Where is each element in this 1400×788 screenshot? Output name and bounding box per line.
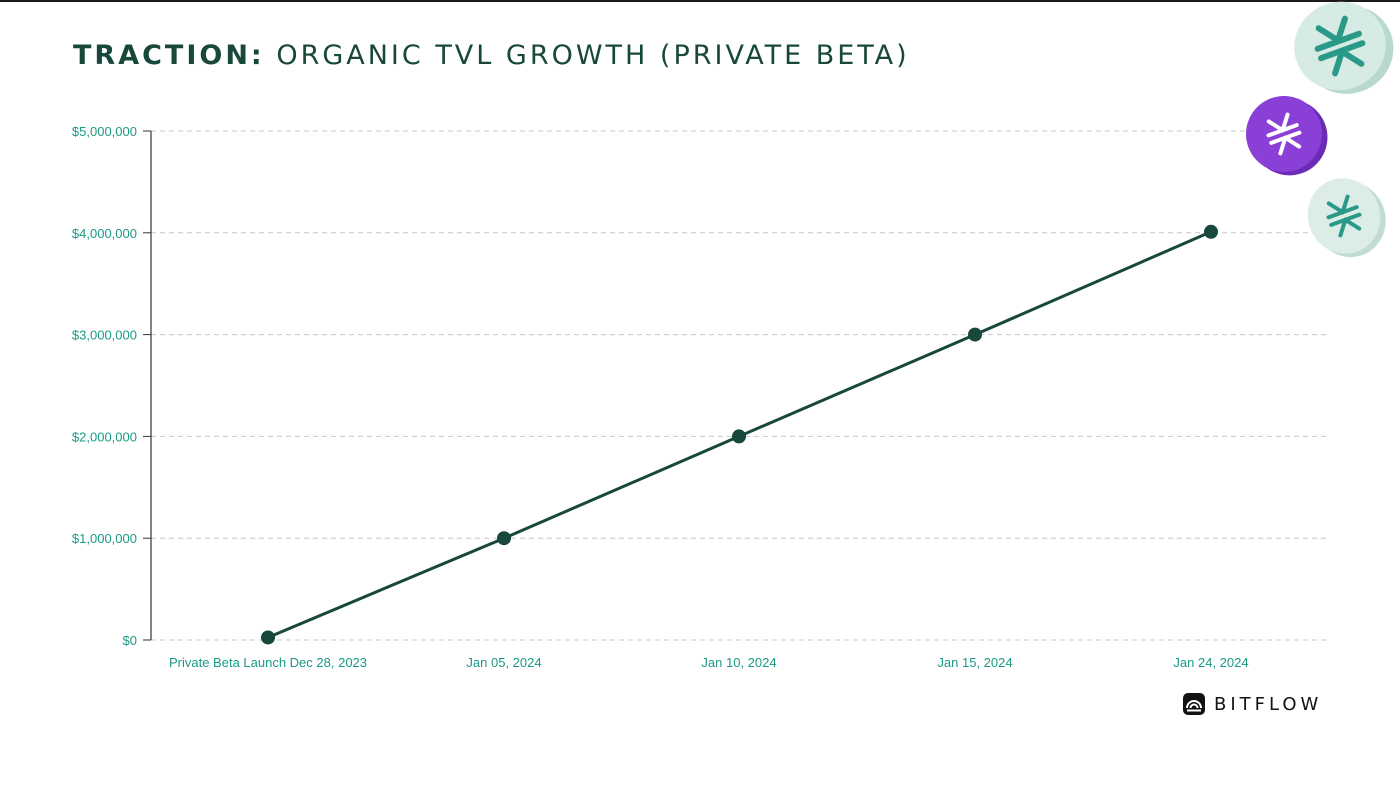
bitflow-logo-icon: [1183, 693, 1205, 715]
data-point: [968, 327, 982, 342]
data-point: [732, 429, 746, 444]
x-tick-labels: Private Beta Launch Dec 28, 2023 Jan 05, …: [169, 655, 1249, 670]
y-tick-labels: $0 $1,000,000 $2,000,000 $3,000,000 $4,000,0…: [72, 124, 137, 648]
data-points: [261, 224, 1218, 645]
data-point: [497, 531, 511, 546]
title-bold: TRACTION:: [73, 40, 265, 71]
y-tick-label: $5,000,000: [72, 124, 137, 139]
y-tick-label: $2,000,000: [72, 429, 137, 444]
stacks-coin-icon-mint: [1294, 1, 1394, 94]
top-border: [0, 0, 1400, 2]
brand-logo: BITFLOW: [1182, 692, 1322, 716]
x-tick-label: Private Beta Launch Dec 28, 2023: [169, 655, 367, 670]
page-title: TRACTION: ORGANIC TVL GROWTH (PRIVATE BE…: [73, 40, 910, 71]
y-tick-label: $1,000,000: [72, 531, 137, 546]
x-tick-label: Jan 24, 2024: [1173, 655, 1248, 670]
data-point: [261, 630, 275, 645]
brand-name: BITFLOW: [1214, 693, 1323, 715]
stacks-coin-icon-purple: [1246, 96, 1328, 176]
stacks-coin-icon-mint-small: [1307, 178, 1386, 258]
x-tick-label: Jan 10, 2024: [701, 655, 776, 670]
x-tick-label: Jan 15, 2024: [937, 655, 1012, 670]
y-tick-label: $3,000,000: [72, 328, 137, 343]
y-tick-label: $0: [123, 633, 137, 648]
grid-lines: [143, 130, 1328, 641]
x-tick-label: Jan 05, 2024: [466, 655, 541, 670]
title-rest: ORGANIC TVL GROWTH (PRIVATE BETA): [264, 40, 910, 71]
y-tick-label: $4,000,000: [72, 226, 137, 241]
data-point: [1204, 224, 1218, 239]
